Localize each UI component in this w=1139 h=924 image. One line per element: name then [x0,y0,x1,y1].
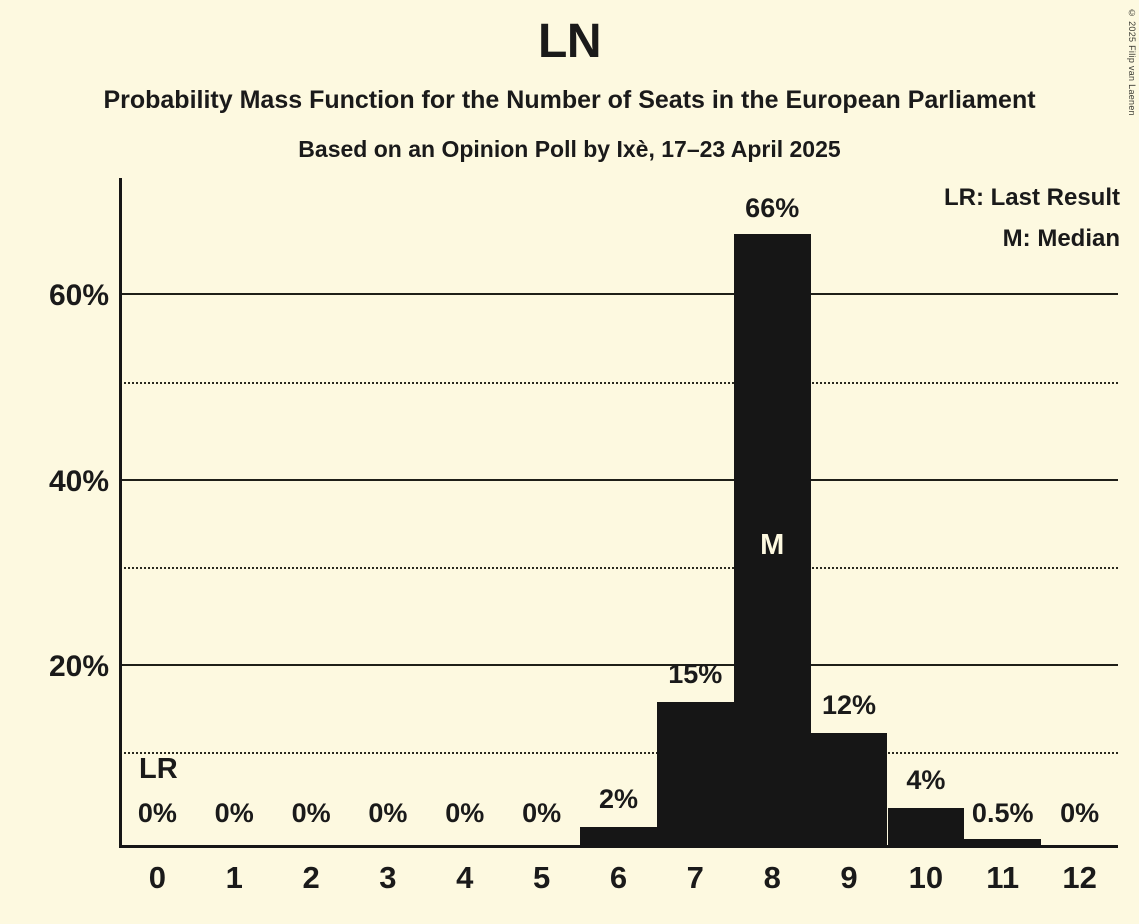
bar-value-1: 0% [214,798,254,828]
bar-value-12: 0% [1060,798,1100,828]
x-axis-line [119,845,1118,848]
gridline-10 [119,752,1118,754]
x-tick-label-0: 0 [148,860,167,895]
gridline-40 [119,479,1118,481]
bar-8[interactable] [733,234,811,845]
bar-9[interactable] [810,733,888,845]
gridline-20 [119,664,1118,666]
gridline-50 [119,382,1118,384]
median-marker: M [760,529,785,561]
x-tick-label-9: 9 [840,860,858,895]
bar-10[interactable] [887,808,965,845]
bar-7[interactable] [656,702,734,845]
y-tick-label-60: 60% [48,279,109,312]
page-title: LN [538,15,601,68]
legend-item-median: M: Median [1002,225,1120,252]
x-tick-label-12: 12 [1062,860,1097,895]
chart-legend: LR: Last Result M: Median [944,186,1120,268]
gridline-60 [119,293,1118,295]
y-tick-label-20: 20% [48,650,109,683]
bar-6[interactable] [580,827,657,845]
bar-value-10: 4% [906,765,946,795]
y-tick-label-40: 40% [48,465,109,498]
bar-value-3: 0% [368,798,408,828]
plot-area: 20% 40% 60% LR 0% 0% 0% 0% 0% 0% 2% 15% … [49,178,1118,893]
bar-value-2: 0% [291,798,331,828]
x-tick-label-10: 10 [908,860,944,895]
bar-value-6: 2% [598,784,638,814]
bar-value-4: 0% [445,798,485,828]
bar-value-9: 12% [821,690,877,720]
x-tick-label-4: 4 [456,860,474,895]
gridline-30 [119,567,1118,569]
x-tick-label-8: 8 [763,860,781,895]
bar-value-5: 0% [522,798,562,828]
y-axis-line [119,178,122,848]
x-tick-label-3: 3 [379,860,397,895]
legend-item-last-result: LR: Last Result [943,184,1120,211]
copyright-notice: © 2025 Filip van Laenen [1127,8,1137,116]
x-tick-label-5: 5 [532,860,551,895]
x-tick-label-2: 2 [302,860,320,895]
bar-value-7: 15% [668,659,723,689]
x-tick-label-1: 1 [225,860,243,895]
x-tick-label-7: 7 [686,860,704,895]
chart-source-line: Based on an Opinion Poll by Ixè, 17–23 A… [298,136,841,162]
bar-11[interactable] [964,839,1042,845]
chart-subtitle: Probability Mass Function for the Number… [103,86,1036,114]
bar-value-11: 0.5% [971,798,1034,828]
x-tick-label-11: 11 [986,860,1020,895]
bar-value-0: 0% [137,798,177,828]
last-result-marker: LR [139,753,178,785]
bar-value-8: 66% [745,193,800,223]
x-tick-label-6: 6 [609,860,628,895]
